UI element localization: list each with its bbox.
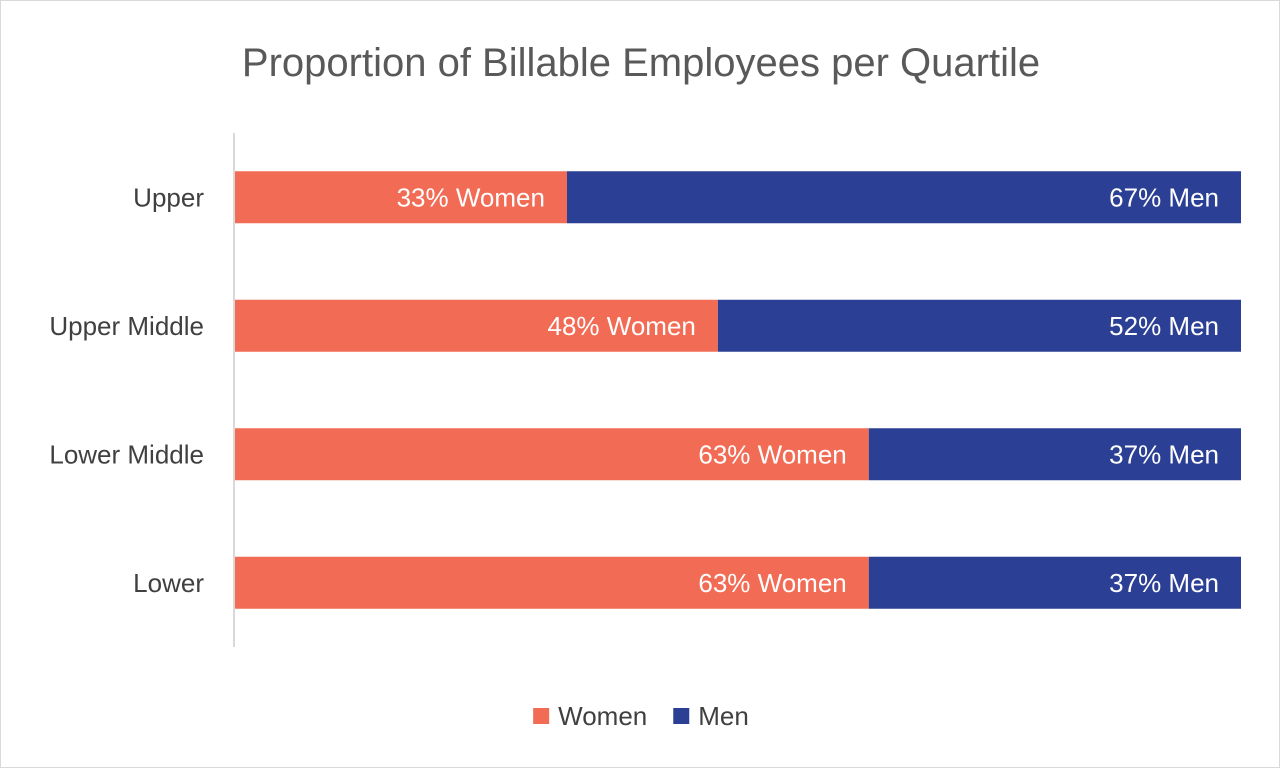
category-label: Upper Middle <box>49 311 204 341</box>
legend-label-men: Men <box>698 701 749 731</box>
legend-swatch-men <box>673 708 690 724</box>
category-axis: Upper Upper Middle Lower Middle Lower <box>49 133 235 647</box>
bars: 33% Women 67% Men 48% Women 52% Men 63% Wome… <box>235 171 1241 609</box>
data-label: 63% Women <box>698 568 846 598</box>
bar-women <box>235 299 718 352</box>
bar-men <box>566 171 1241 224</box>
data-label: 37% Men <box>1109 439 1219 469</box>
data-label: 48% Women <box>548 311 696 341</box>
legend-swatch-women <box>533 708 550 724</box>
bar-men <box>717 299 1241 352</box>
data-label: 67% Men <box>1109 182 1219 212</box>
category-label: Lower <box>133 568 204 598</box>
data-label: 63% Women <box>698 439 846 469</box>
bar-women <box>235 556 869 609</box>
data-label: 37% Men <box>1109 568 1219 598</box>
data-label: 52% Men <box>1109 311 1219 341</box>
legend-label-women: Women <box>558 701 647 731</box>
bar-men <box>868 428 1241 481</box>
category-label: Lower Middle <box>49 439 204 469</box>
chart-title: Proportion of Billable Employees per Qua… <box>242 41 1040 85</box>
data-label: 33% Women <box>397 182 545 212</box>
legend: Women Men <box>533 701 749 731</box>
bar-women <box>235 171 567 224</box>
bar-women <box>235 428 869 481</box>
category-label: Upper <box>133 182 204 212</box>
bar-men <box>868 556 1241 609</box>
